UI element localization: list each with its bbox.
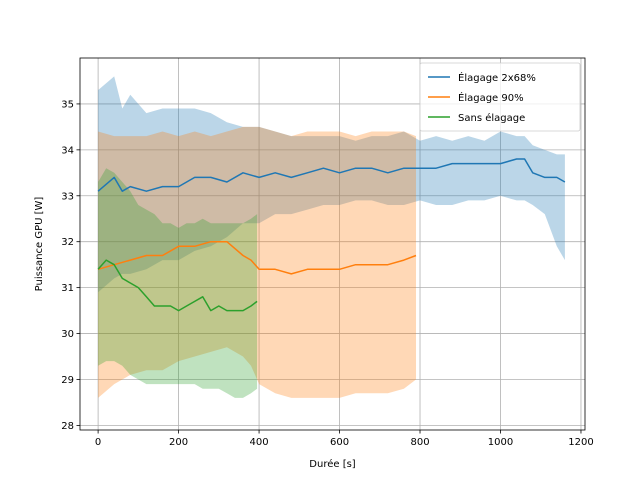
plot-frame — [79, 57, 586, 431]
series-0-line — [97, 158, 566, 192]
x-tick-label: 800 — [410, 437, 429, 448]
x-axis-label: Durée [s] — [309, 458, 356, 470]
confidence-bands — [98, 76, 565, 398]
x-tick-label: 400 — [250, 437, 269, 448]
x-tick-label: 1200 — [568, 437, 593, 448]
series-lines — [97, 158, 566, 312]
y-tick-label: 29 — [61, 375, 74, 386]
series-2-line — [97, 259, 258, 312]
y-tick-label: 33 — [61, 191, 74, 202]
x-tick-label: 1000 — [488, 437, 513, 448]
y-tick-label: 31 — [61, 283, 74, 294]
y-axis-label: Puissance GPU [W] — [34, 197, 45, 292]
series-2-band — [98, 168, 258, 398]
y-tick-label: 30 — [61, 329, 74, 340]
legend: Élagage 2x68% Élagage 90% Sans élagage — [419, 62, 581, 132]
grid — [80, 58, 585, 430]
x-tick-label: 200 — [169, 437, 188, 448]
y-tick-label: 32 — [61, 237, 74, 248]
legend-label-1: Élagage 90% — [458, 91, 524, 104]
series-1-band — [98, 126, 416, 398]
legend-label-2: Sans élagage — [458, 112, 525, 124]
legend-box — [419, 62, 581, 132]
x-tick-label: 600 — [330, 437, 349, 448]
series-1-line — [97, 240, 417, 275]
legend-label-0: Élagage 2x68% — [458, 71, 536, 84]
y-tick-label: 35 — [61, 99, 74, 110]
series-0-band — [98, 76, 565, 293]
y-tick-label: 34 — [61, 145, 74, 156]
y-tick-label: 28 — [61, 421, 74, 432]
x-tick-label: 0 — [95, 437, 101, 448]
axis-ticks: 0 200 400 600 800 1000 1200 28 29 30 31 32 33 34 35 — [61, 99, 593, 448]
